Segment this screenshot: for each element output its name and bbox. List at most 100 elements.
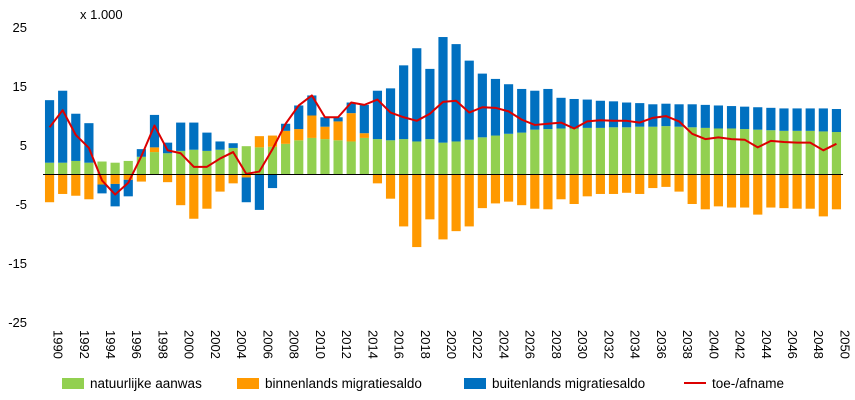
bar-domestic-2025 xyxy=(503,174,514,202)
bar-natural-2030 xyxy=(569,128,579,175)
bar-domestic-1999 xyxy=(163,174,173,183)
bar-natural-2044 xyxy=(753,129,763,175)
x-tick-label: 2020 xyxy=(444,330,459,359)
x-tick-label: 2042 xyxy=(733,330,748,359)
legend-item-total: toe-/afname xyxy=(684,372,784,394)
bar-natural-2042 xyxy=(726,128,737,175)
bar-natural-2039 xyxy=(687,127,697,175)
bar-natural-2034 xyxy=(622,127,632,175)
bar-foreign-2012 xyxy=(333,117,343,122)
legend-swatch-foreign xyxy=(464,377,486,389)
bar-natural-2050 xyxy=(831,132,842,175)
bar-layer xyxy=(44,37,842,248)
legend-item-domestic: binnenlands migratiesaldo xyxy=(237,372,422,394)
bar-domestic-2013 xyxy=(346,113,356,142)
bar-domestic-2012 xyxy=(333,121,343,141)
bar-foreign-2002 xyxy=(202,132,212,151)
bar-domestic-2029 xyxy=(556,174,566,200)
bar-domestic-1993 xyxy=(84,174,94,200)
bar-foreign-1993 xyxy=(84,123,94,163)
bar-domestic-2019 xyxy=(425,174,435,220)
y-tick-label: 25 xyxy=(13,20,27,35)
bar-natural-1999 xyxy=(163,153,173,175)
bar-foreign-2026 xyxy=(517,88,527,133)
x-tick-label: 2000 xyxy=(182,330,197,359)
unit-label: x 1.000 xyxy=(80,7,123,22)
bar-natural-2012 xyxy=(333,140,343,175)
bar-domestic-2042 xyxy=(726,174,737,208)
bar-natural-2024 xyxy=(490,135,501,175)
bar-domestic-2038 xyxy=(674,174,684,192)
bar-foreign-2032 xyxy=(595,100,605,128)
bar-domestic-2026 xyxy=(517,174,527,206)
bar-natural-2005 xyxy=(241,146,251,175)
bar-natural-2025 xyxy=(503,133,514,175)
x-tick-label: 1998 xyxy=(155,330,170,359)
legend-line-total xyxy=(684,382,706,384)
x-tick-label: 1990 xyxy=(51,330,66,359)
bar-natural-2045 xyxy=(766,130,776,175)
bar-natural-2004 xyxy=(228,147,238,175)
bar-foreign-2033 xyxy=(608,101,619,128)
bar-foreign-1994 xyxy=(97,184,107,194)
bar-foreign-2050 xyxy=(831,109,842,133)
bar-natural-2048 xyxy=(805,130,815,175)
bar-domestic-2007 xyxy=(267,135,278,147)
bar-domestic-2008 xyxy=(281,130,291,144)
bar-domestic-2036 xyxy=(648,174,658,189)
chart-legend: natuurlijke aanwas binnenlands migraties… xyxy=(0,372,855,394)
bar-natural-2000 xyxy=(176,150,186,175)
bar-natural-1991 xyxy=(58,162,68,175)
x-tick-label: 2032 xyxy=(601,330,616,359)
bar-foreign-2011 xyxy=(320,117,330,127)
bar-foreign-2041 xyxy=(713,105,723,129)
legend-item-foreign: buitenlands migratiesaldo xyxy=(464,372,645,394)
bar-natural-1992 xyxy=(71,160,81,175)
bar-domestic-2014 xyxy=(359,133,369,138)
bar-natural-1997 xyxy=(136,156,146,175)
legend-label-foreign: buitenlands migratiesaldo xyxy=(492,375,646,391)
bar-domestic-2018 xyxy=(412,174,422,248)
bar-natural-2031 xyxy=(582,127,592,175)
bar-foreign-2019 xyxy=(425,68,435,140)
bar-domestic-2009 xyxy=(294,129,304,141)
legend-swatch-domestic xyxy=(237,377,259,389)
bar-foreign-1991 xyxy=(58,90,68,163)
bar-foreign-2015 xyxy=(372,90,383,140)
bar-natural-1996 xyxy=(123,160,133,175)
bar-natural-2036 xyxy=(648,126,658,175)
bar-natural-2026 xyxy=(517,132,527,175)
bar-domestic-2002 xyxy=(202,174,212,209)
bar-domestic-2047 xyxy=(792,174,802,209)
bar-natural-2035 xyxy=(635,126,645,175)
bar-foreign-1996 xyxy=(123,179,133,197)
bar-foreign-2007 xyxy=(267,174,278,189)
bar-domestic-1990 xyxy=(44,174,55,203)
bar-foreign-2022 xyxy=(464,60,474,140)
x-tick-label: 2004 xyxy=(234,330,249,359)
bar-domestic-2035 xyxy=(635,174,645,194)
x-tick-label: 2008 xyxy=(287,330,302,359)
bar-natural-1998 xyxy=(149,152,160,175)
bar-domestic-2021 xyxy=(451,174,461,232)
bar-natural-2038 xyxy=(674,126,684,175)
bar-foreign-2008 xyxy=(281,123,291,131)
bar-foreign-2048 xyxy=(805,108,815,131)
x-tick-label: 2044 xyxy=(759,330,774,359)
x-tick-label: 1996 xyxy=(129,330,144,359)
bar-domestic-2005 xyxy=(241,174,251,178)
bar-foreign-2009 xyxy=(294,105,304,130)
bar-domestic-2011 xyxy=(320,126,330,140)
x-tick-label: 2038 xyxy=(680,330,695,359)
line-total-change xyxy=(48,94,837,196)
bar-domestic-2040 xyxy=(700,174,710,210)
bar-domestic-2050 xyxy=(831,174,842,210)
bar-domestic-2031 xyxy=(582,174,592,197)
bar-domestic-2024 xyxy=(490,174,501,204)
bar-foreign-2034 xyxy=(622,102,632,128)
bar-natural-2029 xyxy=(556,128,566,175)
bar-foreign-2021 xyxy=(451,44,461,142)
bar-domestic-2003 xyxy=(215,174,225,192)
